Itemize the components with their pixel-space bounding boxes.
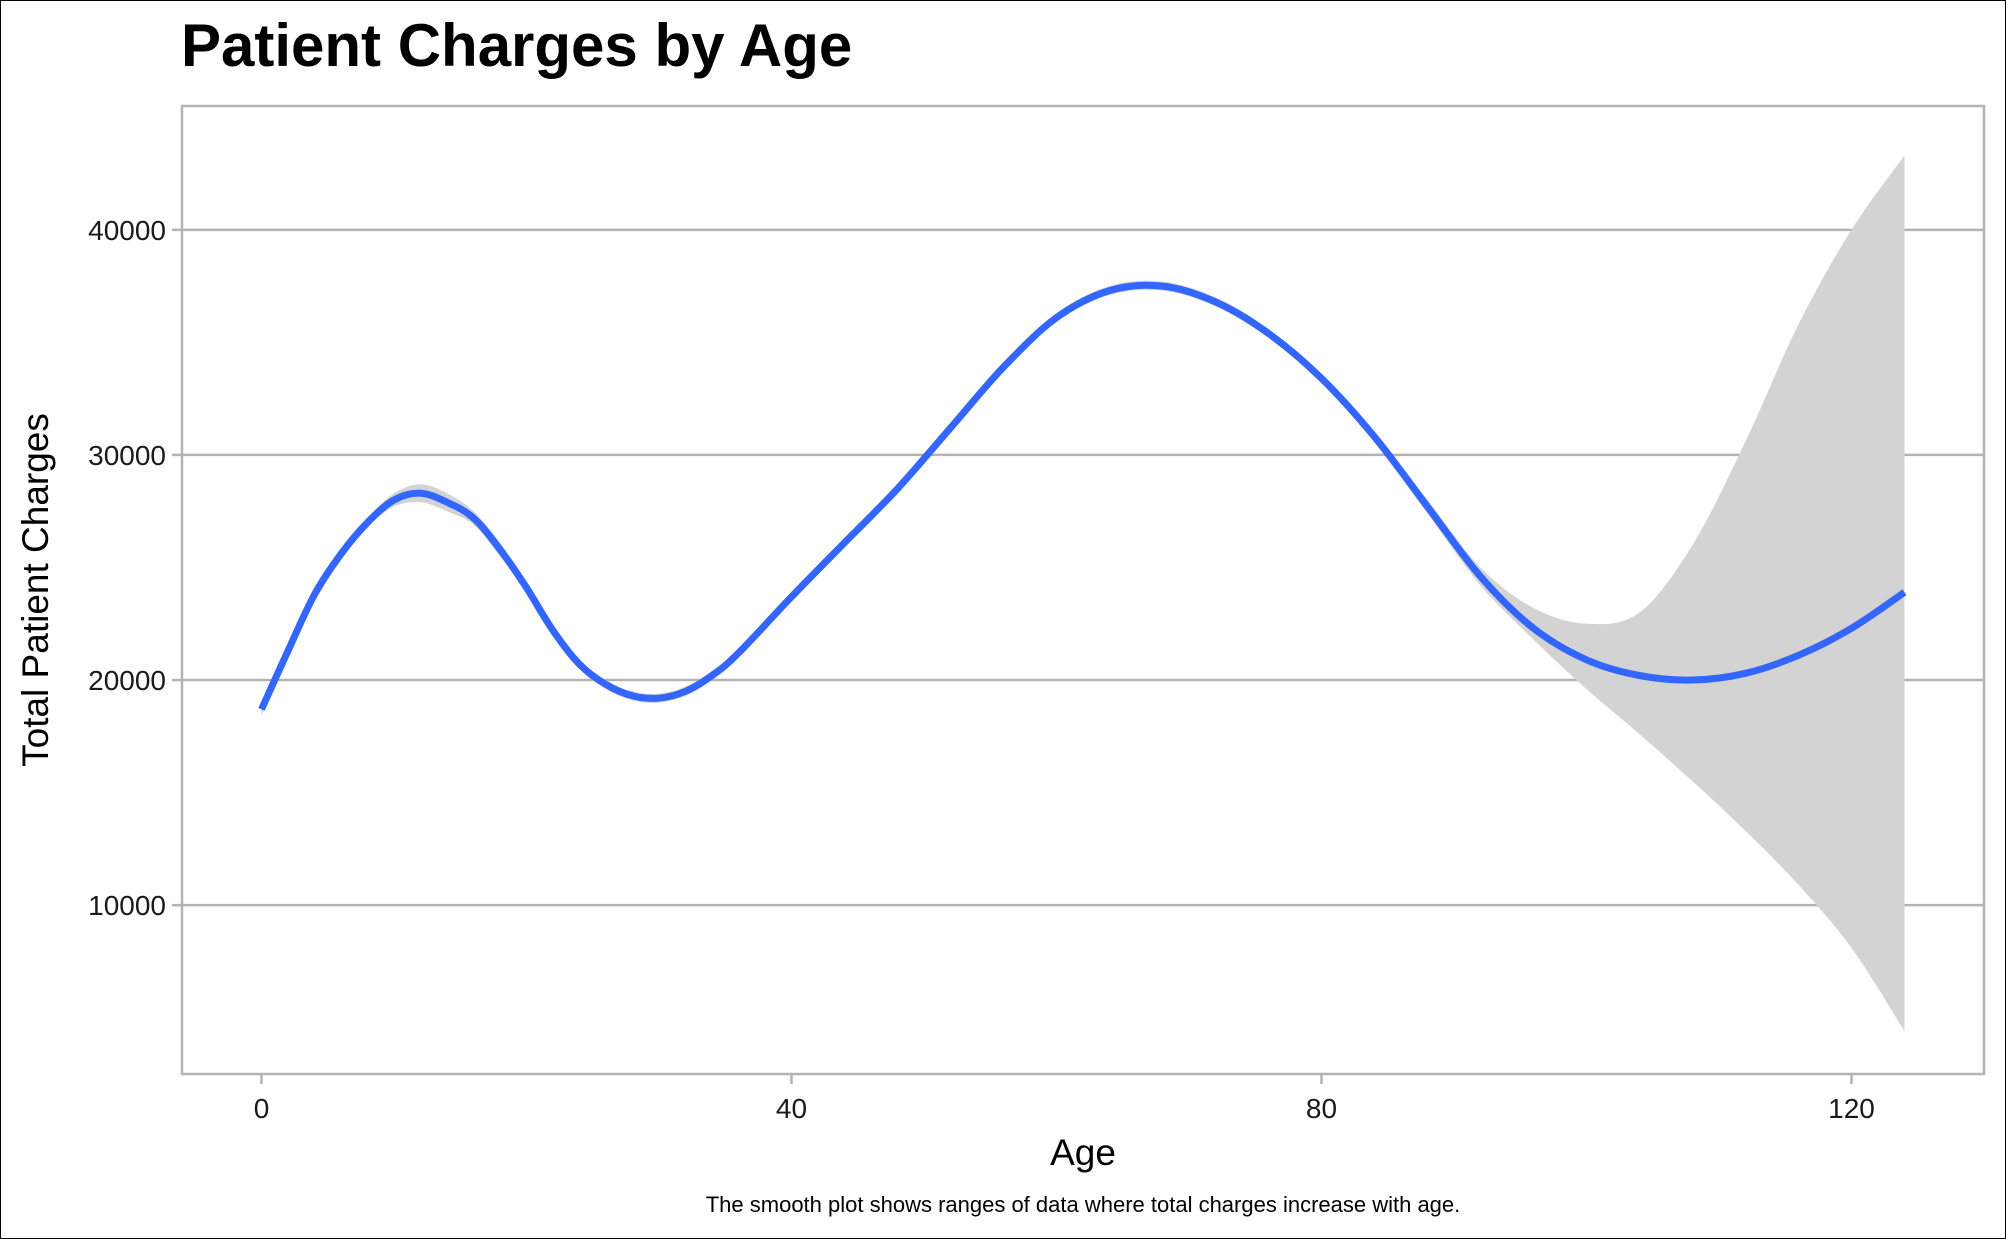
confidence-band-group [261, 155, 1905, 1032]
y-tick-label-10000: 10000 [88, 890, 166, 921]
chart-title: Patient Charges by Age [181, 12, 852, 79]
smooth-line [258, 281, 1907, 711]
y-axis-title: Total Patient Charges [15, 413, 56, 767]
x-axis-title: Age [1050, 1132, 1116, 1173]
y-tick-label-20000: 20000 [88, 665, 166, 696]
y-tick-label-40000: 40000 [88, 215, 166, 246]
y-tick-label-30000: 30000 [88, 440, 166, 471]
x-tick-label-40: 40 [776, 1093, 807, 1124]
chart-caption: The smooth plot shows ranges of data whe… [706, 1192, 1461, 1217]
x-axis-ticks: 0 40 80 120 [254, 1074, 1875, 1124]
x-tick-label-80: 80 [1306, 1093, 1337, 1124]
y-axis-ticks: 10000 20000 30000 40000 [88, 215, 182, 921]
confidence-band [261, 155, 1905, 1032]
x-tick-label-120: 120 [1828, 1093, 1875, 1124]
smooth-line-group [258, 281, 1907, 711]
x-tick-label-0: 0 [254, 1093, 270, 1124]
plot-panel-border [180, 104, 1986, 1076]
